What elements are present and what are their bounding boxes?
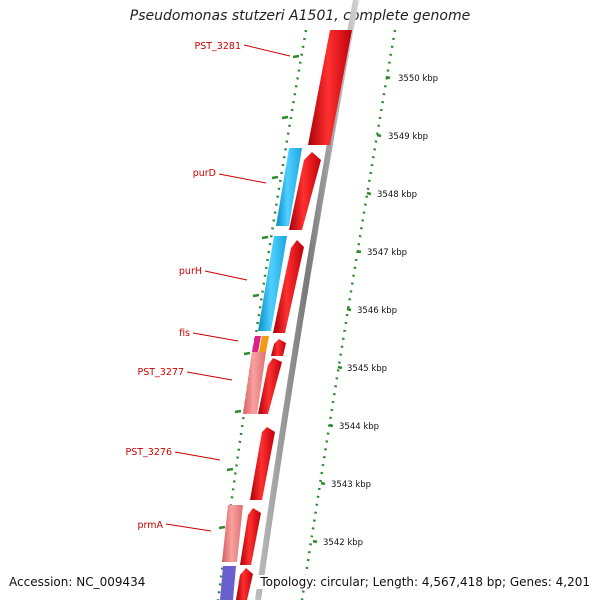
map-title: Pseudomonas stutzeri A1501, complete gen… [129, 8, 471, 24]
scale-ring [300, 29, 397, 600]
gene-arrow [240, 508, 261, 565]
gene-arrow [273, 240, 304, 333]
forward-strand-genes [236, 30, 352, 600]
gene-arrow [308, 30, 352, 145]
gene-block-magenta [252, 336, 261, 352]
gene-label-leaders [165, 44, 291, 532]
gene-label[interactable]: purD [193, 168, 216, 179]
kbp-label: 3548 kbp [377, 190, 417, 200]
kbp-label: 3543 kbp [331, 480, 371, 490]
kbp-label: 3547 kbp [367, 248, 407, 258]
scale-labels: 3550 kbp 3549 kbp 3548 kbp 3547 kbp 3546… [323, 74, 438, 548]
topology-text: Topology: circular; Length: 4,567,418 bp… [256, 575, 590, 589]
gene-block-blue [276, 148, 302, 226]
kbp-label: 3546 kbp [357, 306, 397, 316]
gene-label[interactable]: PST_3276 [126, 447, 173, 458]
gene-arrow [250, 427, 275, 500]
gene-label[interactable]: purH [179, 266, 202, 277]
gene-block-pink [243, 352, 266, 414]
gene-labels: PST_3281 purD purH fis PST_3277 PST_3276… [126, 41, 242, 531]
scale-ticks [312, 75, 391, 544]
gene-arrow [258, 358, 282, 414]
gene-label[interactable]: PST_3277 [138, 367, 185, 378]
accession-text: Accession: NC_009434 [9, 575, 146, 589]
outer-major-ticks [218, 54, 300, 530]
kbp-label: 3545 kbp [347, 364, 387, 374]
reverse-strand-genes [220, 148, 302, 600]
kbp-label: 3542 kbp [323, 538, 363, 548]
gene-block-orange [259, 336, 269, 352]
kbp-label: 3550 kbp [398, 74, 438, 84]
gene-arrow [271, 339, 286, 356]
gene-arrow [289, 152, 321, 230]
gene-label[interactable]: fis [179, 328, 190, 339]
gene-block-pink [222, 505, 243, 562]
kbp-label: 3549 kbp [388, 132, 428, 142]
kbp-label: 3544 kbp [339, 422, 379, 432]
gene-arrow [236, 568, 253, 600]
gene-label[interactable]: PST_3281 [195, 41, 242, 52]
gene-block-purple [220, 566, 236, 600]
gene-label[interactable]: prmA [137, 520, 163, 531]
gene-block-blue [258, 236, 287, 331]
